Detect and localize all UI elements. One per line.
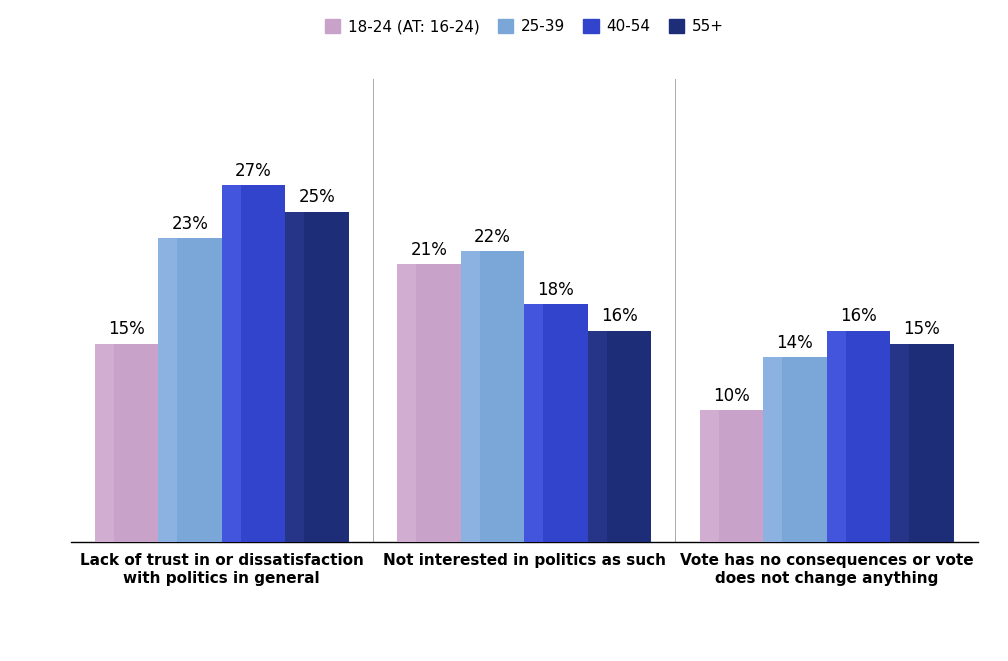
Bar bbox=[158, 238, 222, 542]
Text: 22%: 22% bbox=[474, 228, 511, 246]
Text: 15%: 15% bbox=[108, 321, 145, 338]
Text: 27%: 27% bbox=[235, 162, 272, 180]
Bar bbox=[700, 410, 763, 542]
Text: 14%: 14% bbox=[776, 334, 813, 352]
Bar bbox=[95, 344, 158, 542]
Bar bbox=[524, 304, 543, 542]
Bar bbox=[763, 357, 827, 542]
Bar bbox=[285, 212, 304, 542]
Text: 21%: 21% bbox=[410, 241, 448, 259]
Bar bbox=[588, 330, 651, 542]
Text: 25%: 25% bbox=[298, 188, 336, 206]
Bar bbox=[827, 330, 846, 542]
Bar bbox=[397, 264, 416, 542]
Text: 23%: 23% bbox=[171, 215, 209, 233]
Legend: 18-24 (AT: 16-24), 25-39, 40-54, 55+: 18-24 (AT: 16-24), 25-39, 40-54, 55+ bbox=[319, 13, 730, 40]
Text: 16%: 16% bbox=[601, 307, 638, 325]
Bar bbox=[222, 185, 241, 542]
Text: 15%: 15% bbox=[903, 321, 940, 338]
Bar bbox=[524, 304, 588, 542]
Bar bbox=[285, 212, 349, 542]
Bar bbox=[827, 330, 890, 542]
Text: 10%: 10% bbox=[713, 387, 750, 405]
Bar bbox=[461, 251, 480, 542]
Bar bbox=[95, 344, 114, 542]
Bar bbox=[461, 251, 524, 542]
Bar bbox=[700, 410, 719, 542]
Bar bbox=[763, 357, 782, 542]
Bar bbox=[890, 344, 954, 542]
Bar bbox=[158, 238, 177, 542]
Bar bbox=[222, 185, 285, 542]
Bar bbox=[397, 264, 461, 542]
Bar bbox=[890, 344, 909, 542]
Text: 16%: 16% bbox=[840, 307, 877, 325]
Text: 18%: 18% bbox=[537, 281, 575, 299]
Bar bbox=[588, 330, 607, 542]
